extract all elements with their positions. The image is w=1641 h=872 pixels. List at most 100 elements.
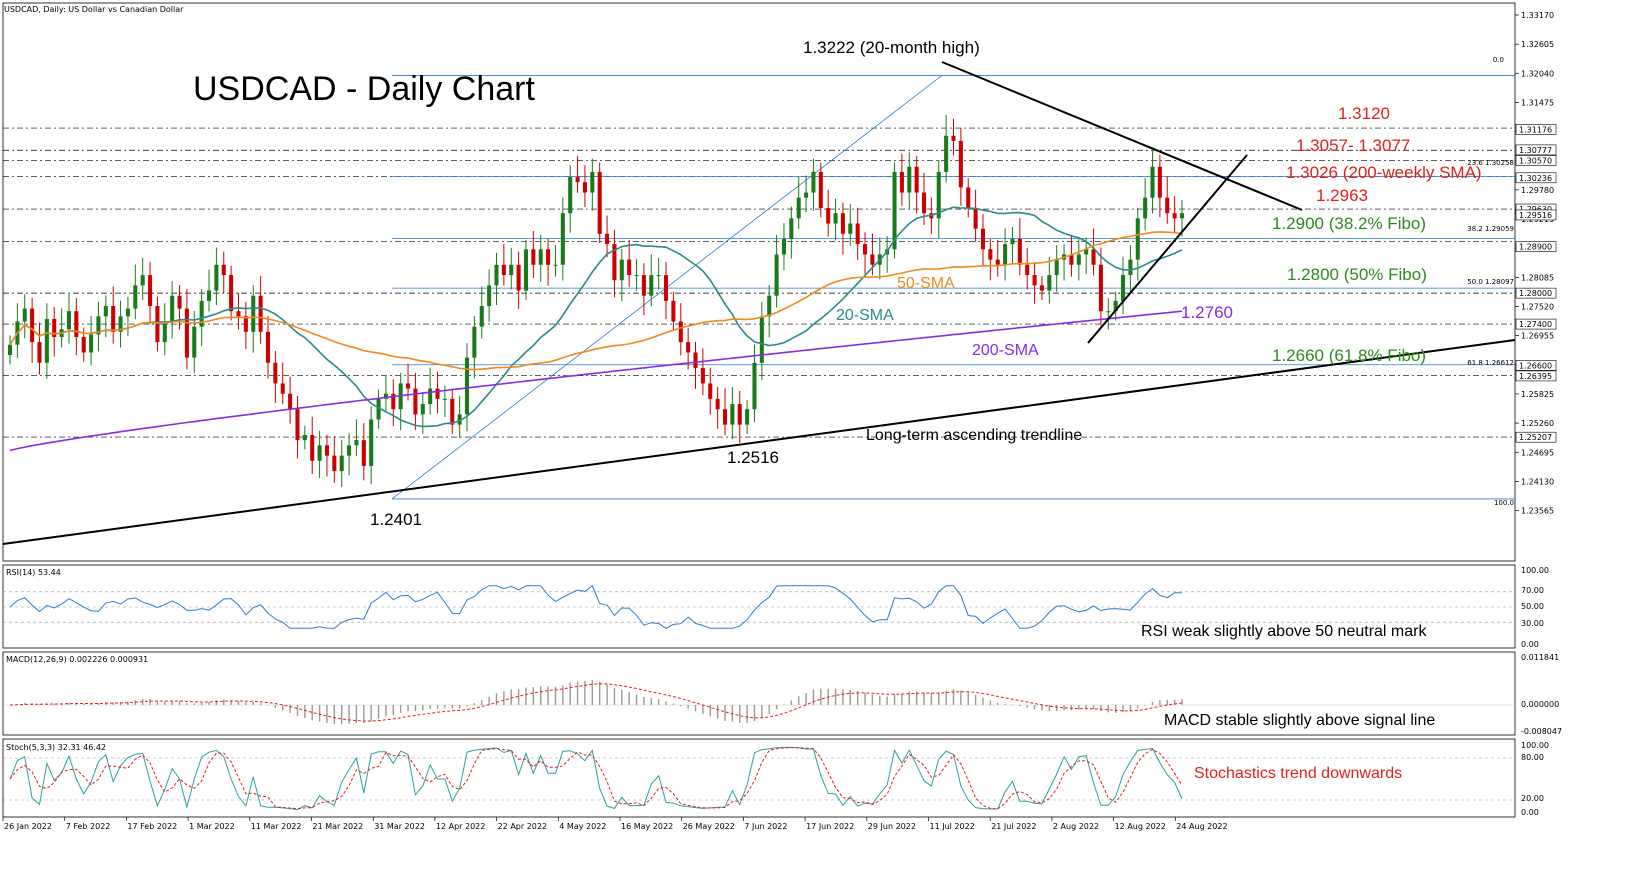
candle-body xyxy=(369,419,374,466)
candle-body xyxy=(796,197,801,219)
candle-body xyxy=(516,264,521,291)
candle-body xyxy=(575,177,580,183)
price-box xyxy=(1515,370,1557,382)
candle-body xyxy=(892,171,897,250)
price-box xyxy=(1515,287,1557,299)
annotation-2760: 1.2760 xyxy=(1181,303,1233,322)
candle-body xyxy=(936,171,941,219)
candle-body xyxy=(229,275,234,312)
candle-body xyxy=(118,316,123,332)
annotation-trendline: Long-term ascending trendline xyxy=(866,427,1082,444)
date-label: 12 Aug 2022 xyxy=(1115,822,1166,831)
candle-body xyxy=(509,264,514,276)
candle-body xyxy=(1084,249,1089,255)
candle-body xyxy=(988,249,993,260)
candle-body xyxy=(148,275,153,307)
annotation-low-2: 1.2516 xyxy=(727,448,779,467)
candle-body xyxy=(722,409,728,425)
rsi-pane-frame xyxy=(2,564,1516,649)
candle-body xyxy=(899,171,904,193)
candle-body xyxy=(1172,213,1177,219)
macd-pane-frame xyxy=(2,651,1516,736)
date-axis: 26 Jan 2022 7 Feb 2022 17 Feb 2022 1 Mar 20… xyxy=(2,817,1228,831)
candle-body xyxy=(1165,197,1170,214)
candle-body xyxy=(391,393,396,410)
candle-body xyxy=(332,455,337,472)
candle-body xyxy=(324,445,329,456)
candle-body xyxy=(686,342,691,353)
candle-body xyxy=(804,192,809,198)
sma-50-line xyxy=(9,231,1183,371)
candle-body xyxy=(199,300,204,327)
sma-200-line xyxy=(9,310,1183,452)
candle-body xyxy=(826,208,831,224)
candle-body xyxy=(730,404,735,425)
candle-body xyxy=(560,213,565,265)
candle-body xyxy=(472,326,477,358)
candle-body xyxy=(133,285,138,309)
candle-body xyxy=(339,455,344,472)
rsi-axis-50: 50.00 xyxy=(1521,602,1544,611)
candle-body xyxy=(656,275,661,277)
sma-20-line xyxy=(9,206,1183,428)
price-box xyxy=(1515,318,1557,330)
annotation-high: 1.3222 (20-month high) xyxy=(803,38,980,57)
candle-body xyxy=(288,393,293,410)
price-box-label: 1.30777 xyxy=(1519,146,1552,155)
candle-body xyxy=(1076,254,1081,265)
date-label: 1 Mar 2022 xyxy=(189,822,235,831)
candle-body xyxy=(258,295,263,332)
candle-body xyxy=(265,331,271,363)
candle-body xyxy=(44,318,49,363)
candle-body xyxy=(1032,275,1037,286)
indicators-layer xyxy=(3,584,1515,811)
annotation-2660: 1.2660 (61.8% Fibo) xyxy=(1272,346,1426,365)
main-pane-frame xyxy=(2,2,1516,562)
candle-body xyxy=(759,316,764,363)
candle-body xyxy=(1039,285,1044,291)
candle-body xyxy=(487,285,492,307)
date-label: 17 Jun 2022 xyxy=(806,822,854,831)
candle-body xyxy=(538,249,543,265)
candle-body xyxy=(1010,238,1015,245)
candle-body xyxy=(428,388,433,405)
candle-body xyxy=(450,398,455,425)
price-box-label: 1.29630 xyxy=(1519,205,1552,214)
date-label: 7 Jun 2022 xyxy=(744,822,787,831)
date-label: 17 Feb 2022 xyxy=(127,822,177,831)
candle-body xyxy=(206,290,212,301)
price-box-label: 1.31176 xyxy=(1519,125,1552,134)
price-tick-label: 1.25260 xyxy=(1521,419,1554,428)
candle-body xyxy=(966,187,971,209)
candle-body xyxy=(914,166,919,193)
label-20-sma: 20-SMA xyxy=(836,307,894,324)
candle-body xyxy=(376,398,381,420)
date-label: 21 Mar 2022 xyxy=(313,822,364,831)
price-box xyxy=(1515,124,1557,135)
price-box xyxy=(1515,241,1557,253)
price-tick-label: 1.27520 xyxy=(1521,303,1554,312)
candle-body xyxy=(140,275,145,286)
date-label: 11 Jul 2022 xyxy=(930,822,975,831)
candle-body xyxy=(89,334,94,353)
candle-body xyxy=(361,440,366,466)
macd-axis-bottom: -0.008047 xyxy=(1521,727,1562,736)
stoch-axis-0: 0.00 xyxy=(1521,808,1539,817)
candle-body xyxy=(103,306,108,317)
price-tick-label: 1.24695 xyxy=(1521,448,1554,457)
candle-body xyxy=(464,357,470,415)
candle-body xyxy=(7,344,13,356)
candle-body xyxy=(236,311,241,317)
candle-body xyxy=(921,192,927,214)
rsi-axis-100: 100.00 xyxy=(1521,566,1549,575)
candle-body xyxy=(767,295,772,317)
candle-body xyxy=(840,213,845,234)
candle-body xyxy=(833,213,838,224)
candle-body xyxy=(501,264,506,276)
candle-body xyxy=(30,308,35,343)
candle-body xyxy=(37,342,42,363)
annotation-2900: 1.2900 (38.2% Fibo) xyxy=(1272,214,1426,233)
price-tick-label: 1.24130 xyxy=(1521,477,1554,486)
date-label: 26 Jan 2022 xyxy=(4,822,52,831)
